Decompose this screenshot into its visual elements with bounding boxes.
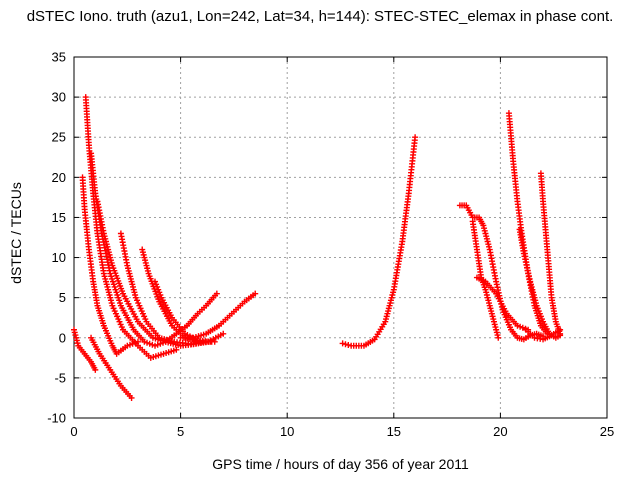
y-tick-label: 5 [59, 290, 66, 305]
data-series [505, 110, 557, 340]
y-axis-label: dSTEC / TECUs [8, 182, 24, 284]
data-series [522, 326, 564, 343]
data-point [339, 340, 346, 347]
data-point [92, 366, 99, 373]
x-tick-label: 10 [280, 424, 294, 439]
data-point [207, 338, 214, 345]
data-point [173, 346, 180, 353]
data-point [128, 394, 135, 401]
y-tick-label: 10 [52, 250, 66, 265]
y-tick-label: 0 [59, 330, 66, 345]
x-tick-label: 0 [70, 424, 77, 439]
data-series [79, 174, 141, 357]
data-point [252, 290, 259, 297]
x-tick-label: 15 [387, 424, 401, 439]
data-series [82, 94, 180, 361]
data-point [342, 341, 349, 348]
y-tick-label: 35 [52, 50, 66, 65]
data-series [88, 334, 135, 401]
chart-title: dSTEC Iono. truth (azu1, Lon=242, Lat=34… [26, 8, 614, 25]
data-point [412, 134, 419, 141]
data-series [177, 290, 259, 341]
x-tick-label: 20 [493, 424, 507, 439]
y-tick-label: 15 [52, 210, 66, 225]
data-series [94, 198, 227, 349]
data-point [220, 330, 227, 337]
plot-frame [73, 56, 608, 419]
data-series [537, 170, 564, 337]
data-series [456, 202, 547, 343]
x-axis-label: GPS time / hours of day 356 of year 2011 [212, 456, 469, 472]
data-series [139, 246, 218, 345]
y-tick-label: 25 [52, 130, 66, 145]
y-tick-label: 30 [52, 90, 66, 105]
data-point [495, 334, 502, 341]
data-point [345, 341, 352, 348]
y-tick-label: -5 [54, 370, 66, 385]
x-tick-label: 25 [600, 424, 614, 439]
y-tick-label: -10 [47, 411, 66, 426]
data-point [557, 326, 564, 333]
y-tick-label: 20 [52, 170, 66, 185]
data-series [71, 326, 99, 373]
data-series [339, 134, 419, 349]
data-point [213, 290, 220, 297]
x-tick-label: 5 [177, 424, 184, 439]
